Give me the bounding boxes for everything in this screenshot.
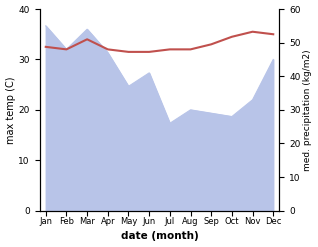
X-axis label: date (month): date (month) <box>121 231 198 242</box>
Y-axis label: max temp (C): max temp (C) <box>5 76 16 144</box>
Y-axis label: med. precipitation (kg/m2): med. precipitation (kg/m2) <box>303 49 313 171</box>
